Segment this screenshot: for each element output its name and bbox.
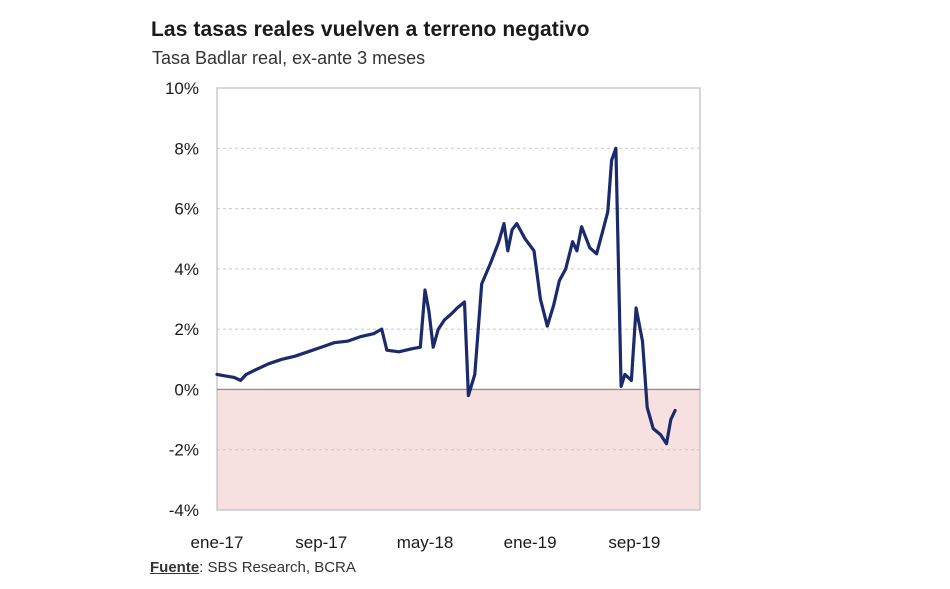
source-note: Fuente: SBS Research, BCRA bbox=[150, 559, 356, 576]
y-axis-labels: -4% -2% 0% 2% 4% 6% 8% 10% bbox=[165, 79, 199, 520]
y-tick-label: 8% bbox=[174, 139, 199, 158]
y-tick-label: 10% bbox=[165, 79, 199, 98]
y-tick-label: 0% bbox=[174, 380, 199, 399]
chart-title: Las tasas reales vuelven a terreno negat… bbox=[151, 18, 590, 41]
x-axis-labels: ene-17 sep-17 may-18 ene-19 sep-19 bbox=[191, 533, 661, 552]
y-tick-label: 6% bbox=[174, 200, 199, 219]
y-tick-label: 2% bbox=[174, 320, 199, 339]
x-tick-label: ene-17 bbox=[191, 533, 244, 552]
y-tick-label: -2% bbox=[169, 441, 199, 460]
x-tick-label: may-18 bbox=[397, 533, 454, 552]
x-tick-label: sep-17 bbox=[295, 533, 347, 552]
series-line bbox=[215, 146, 677, 446]
x-tick-label: ene-19 bbox=[504, 533, 557, 552]
plot-frame bbox=[216, 87, 701, 511]
x-tick-label: sep-19 bbox=[608, 533, 660, 552]
chart-subtitle: Tasa Badlar real, ex-ante 3 meses bbox=[152, 48, 426, 68]
source-label: Fuente bbox=[150, 559, 200, 576]
source-text: : SBS Research, BCRA bbox=[199, 559, 356, 576]
y-tick-label: -4% bbox=[169, 501, 199, 520]
y-tick-label: 4% bbox=[174, 260, 199, 279]
